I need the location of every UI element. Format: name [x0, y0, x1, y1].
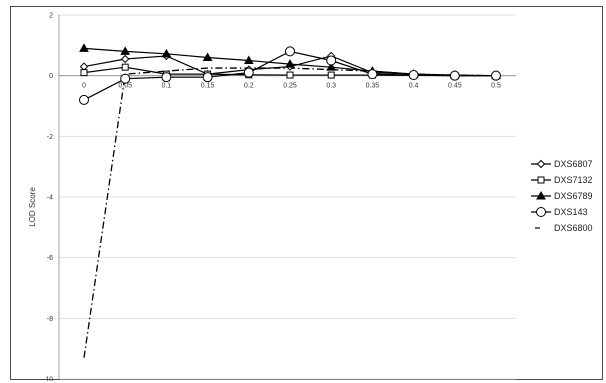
data-point-dxs143	[161, 72, 172, 83]
y-tick-label: 0	[49, 73, 53, 80]
x-tick-label: 0.1	[162, 83, 172, 90]
legend-entry-dxs143: DXS143	[531, 207, 588, 217]
data-point-dxs7132	[286, 71, 294, 79]
data-point-dxs6807	[79, 62, 89, 71]
data-point-dxs7132	[327, 71, 335, 79]
y-tick-label: -4	[47, 195, 53, 202]
data-point-dxs143	[491, 70, 501, 81]
data-point-dxs143	[202, 72, 213, 83]
legend-entry-dxs6800: DXS6800	[535, 223, 593, 233]
data-point-dxs143	[449, 70, 460, 81]
legend: DXS6807 DXS7132 DXS6789 DXS143 DXS6800	[531, 159, 593, 233]
legend-label: DXS6789	[554, 191, 593, 201]
x-tick-label: 0.15	[201, 83, 215, 90]
data-point-dxs6789	[161, 48, 172, 58]
y-tick-label: -6	[47, 255, 53, 262]
legend-label: DXS6807	[554, 159, 593, 169]
series-line-dxs6800	[83, 67, 497, 358]
series-dxs6800	[83, 67, 497, 358]
x-tick-label: 0.4	[409, 83, 419, 90]
data-point-dxs6789	[79, 43, 89, 52]
y-tick-label: -2	[47, 134, 53, 141]
y-axis-label: LOD Score	[28, 187, 37, 227]
legend-marker	[536, 207, 546, 217]
legend-label: DXS6800	[554, 223, 593, 233]
data-point-dxs7132	[121, 63, 129, 71]
data-point-dxs6789	[326, 62, 337, 71]
x-tick-label: 0.45	[448, 83, 462, 90]
y-tick-label: 2	[49, 13, 53, 20]
data-point-dxs143	[243, 67, 254, 78]
legend-marker	[537, 176, 545, 184]
legend-marker	[536, 159, 546, 169]
data-point-dxs6789	[285, 59, 295, 68]
x-tick-label: 0.25	[283, 83, 297, 90]
data-point-dxs143	[120, 73, 131, 84]
y-tick-label: -10	[43, 377, 53, 382]
series-lines	[79, 43, 501, 358]
legend-label: DXS7132	[554, 175, 593, 185]
y-tick-labels: 2 0 -2 -4 -6 -8 -10	[43, 13, 53, 382]
data-point-dxs143	[79, 94, 89, 105]
legend-entry-dxs7132: DXS7132	[531, 175, 593, 185]
legend-label: DXS143	[554, 207, 588, 217]
x-tick-label: 0.5	[491, 83, 501, 90]
x-tick-label: 0.3	[326, 83, 336, 90]
legend-entry-dxs6807: DXS6807	[531, 159, 593, 169]
data-point-dxs6789	[120, 46, 131, 55]
chart-frame: 0 0.05 0.1 0.15 0.2 0.25 0.3 0.35 0.4 0.45 0.5 2 0 -…	[10, 6, 603, 382]
data-point-dxs7132	[80, 69, 88, 77]
x-tick-labels: 0 0.05 0.1 0.15 0.2 0.25 0.3 0.35 0.4 0.45 0.5	[82, 83, 501, 90]
y-tick-label: -8	[47, 316, 53, 323]
data-point-dxs143	[408, 70, 419, 81]
x-tick-label: 0.05	[118, 83, 132, 90]
data-point-dxs6789	[243, 55, 254, 64]
line-chart: 0 0.05 0.1 0.15 0.2 0.25 0.3 0.35 0.4 0.45 0.5 2 0 -…	[28, 13, 593, 382]
x-tick-label: 0.35	[366, 83, 380, 90]
series-dxs143	[79, 46, 501, 105]
data-point-dxs143	[285, 46, 295, 57]
data-point-dxs143	[326, 55, 337, 66]
x-tick-label: 0.2	[244, 83, 254, 90]
data-point-dxs143	[367, 69, 378, 80]
x-tick-label: 0	[82, 83, 86, 90]
data-point-dxs6789	[202, 52, 213, 61]
legend-marker	[536, 190, 546, 200]
legend-entry-dxs6789: DXS6789	[531, 190, 593, 201]
data-point-dxs6807	[120, 54, 130, 64]
